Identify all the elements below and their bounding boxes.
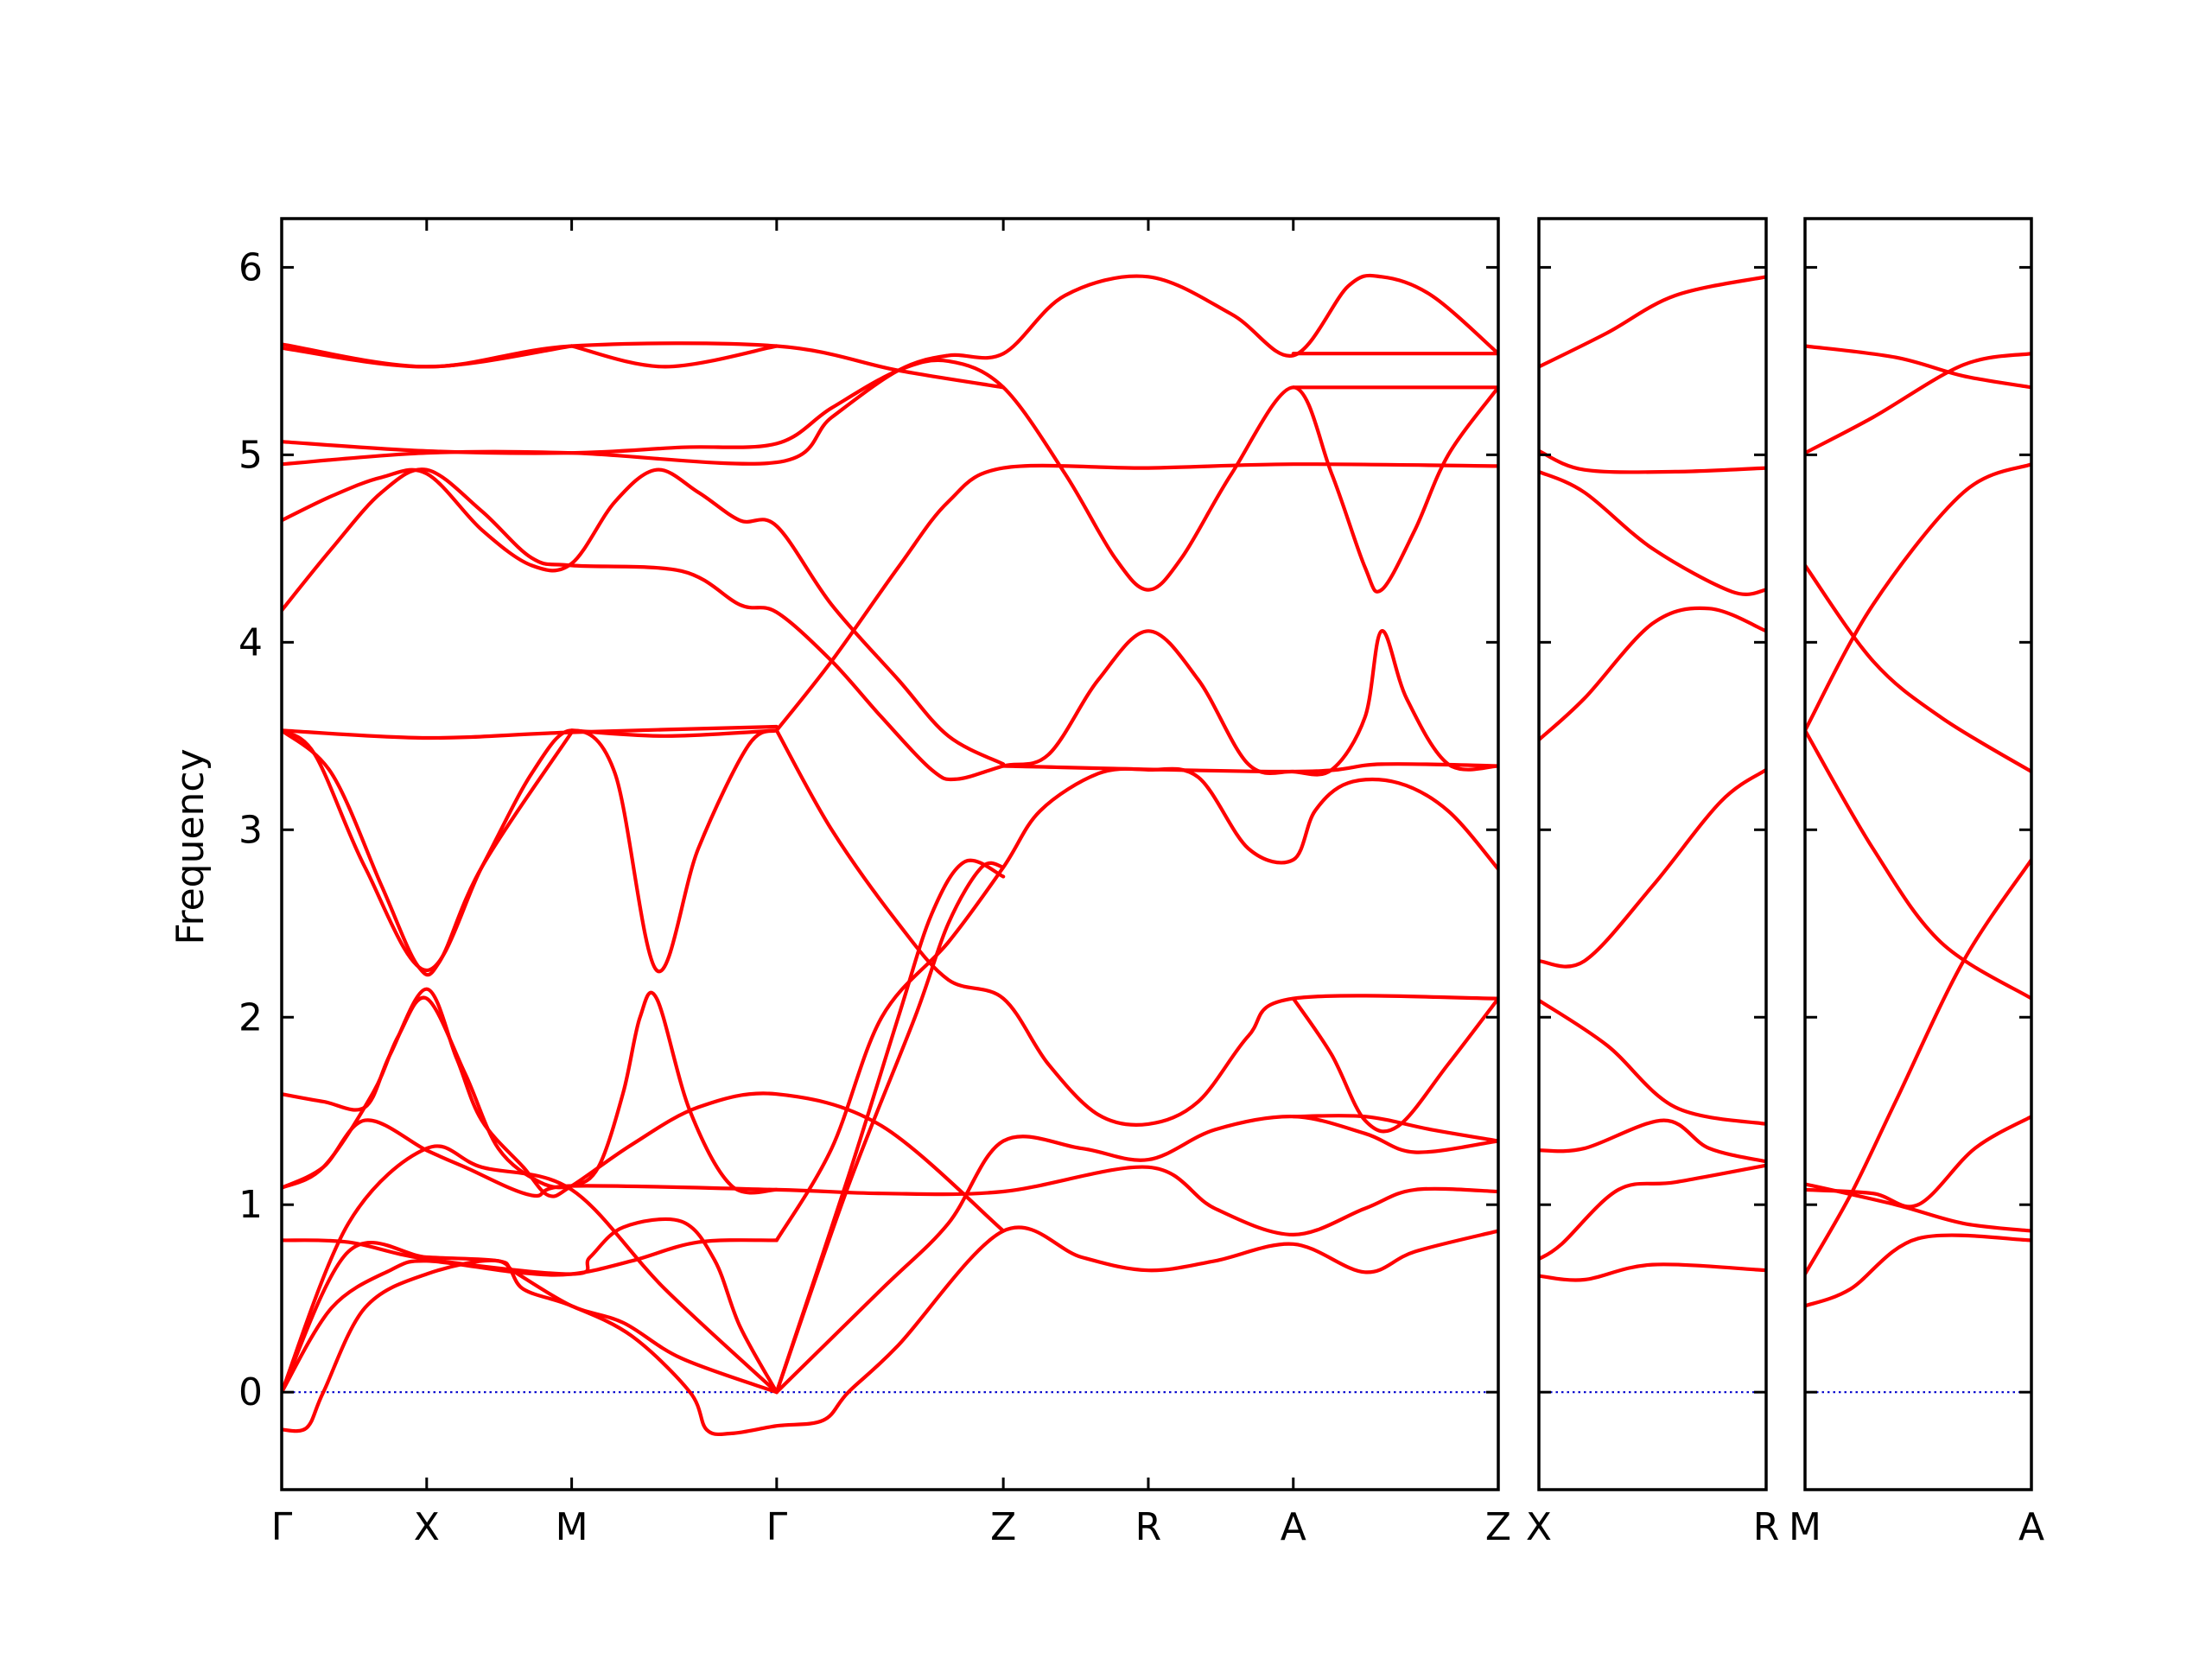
band-line-7 [282, 990, 779, 1195]
band-line-5 [1805, 728, 2031, 1001]
band-line-2 [1805, 857, 2031, 1276]
x-tick-label: M [556, 1505, 588, 1549]
band-line-7 [1805, 462, 2031, 733]
y-tick-label: 1 [238, 1183, 263, 1227]
band-line-12 [774, 1115, 1498, 1395]
band-line-6 [1539, 606, 1766, 742]
panel-frame [1803, 217, 2033, 1491]
band-line-25 [282, 358, 1498, 594]
band-line-8 [282, 987, 1006, 1233]
x-tick-label: Z [1485, 1505, 1511, 1549]
y-tick-label: 0 [238, 1370, 263, 1414]
band-line-10 [774, 861, 1006, 1395]
y-tick-label: 5 [238, 433, 263, 477]
x-tick-label: R [1753, 1505, 1780, 1549]
band-line-8 [1539, 448, 1766, 474]
x-tick-label: A [2018, 1505, 2044, 1549]
x-tick-label: Γ [271, 1505, 293, 1549]
band-line-6 [1805, 563, 2031, 774]
x-tick-label: M [1789, 1505, 1821, 1549]
x-tick-label: R [1135, 1505, 1162, 1549]
y-tick-label: 2 [238, 995, 263, 1039]
band-line-9 [774, 766, 1498, 1243]
band-line-2 [1539, 1262, 1766, 1282]
y-tick-label: 3 [238, 808, 263, 852]
band-line-1 [282, 1225, 1498, 1437]
band-line-13 [774, 728, 1498, 1128]
band-line-7 [1539, 469, 1766, 596]
band-line-4 [1805, 1182, 2031, 1233]
band-line-23 [1001, 762, 1498, 774]
x-tick-label: A [1281, 1505, 1306, 1549]
band-line-9 [1805, 344, 2031, 390]
band-line-14 [1291, 996, 1498, 1134]
y-axis-label: Frequency [168, 748, 213, 944]
band-line-21 [282, 467, 1498, 782]
band-line-22 [282, 467, 1006, 766]
x-tick-label: Γ [766, 1505, 788, 1549]
band-line-3 [1539, 1118, 1766, 1164]
band-line-4 [282, 1217, 779, 1395]
band-line-9 [1539, 275, 1766, 369]
band-line-8 [1805, 352, 2031, 455]
band-line-29 [569, 344, 779, 369]
band-line-20 [774, 462, 1498, 733]
band-line-2 [282, 1238, 779, 1395]
band-line-11 [774, 858, 1006, 1395]
band-line-6 [282, 1118, 1498, 1236]
band-line-1 [1539, 1163, 1766, 1262]
band-line-18 [282, 724, 779, 741]
panel-1: 0 1 2 3 4 5 6 Γ X M Γ Z R A Z [238, 217, 1511, 1549]
band-line-3 [1805, 1115, 2031, 1209]
x-tick-label: X [1526, 1505, 1552, 1549]
band-group [282, 273, 1498, 1437]
x-tick-label: Z [990, 1505, 1016, 1549]
y-tick-label: 4 [238, 620, 263, 664]
band-line-19 [569, 728, 779, 738]
band-group [1805, 344, 2031, 1308]
band-line-5 [282, 1144, 779, 1395]
panel-frame [280, 217, 1500, 1491]
band-line-1 [1805, 1233, 2031, 1308]
band-line-5 [1539, 767, 1766, 969]
band-line-15 [1291, 1113, 1498, 1143]
y-tick-label: 6 [238, 245, 263, 289]
x-tick-label: X [414, 1505, 440, 1549]
band-line-4 [1539, 998, 1766, 1126]
band-line-16 [282, 728, 779, 974]
band-line-30 [282, 344, 574, 369]
band-group [1539, 275, 1766, 1282]
band-line-17 [282, 728, 574, 977]
panel-frame [1537, 217, 1768, 1491]
